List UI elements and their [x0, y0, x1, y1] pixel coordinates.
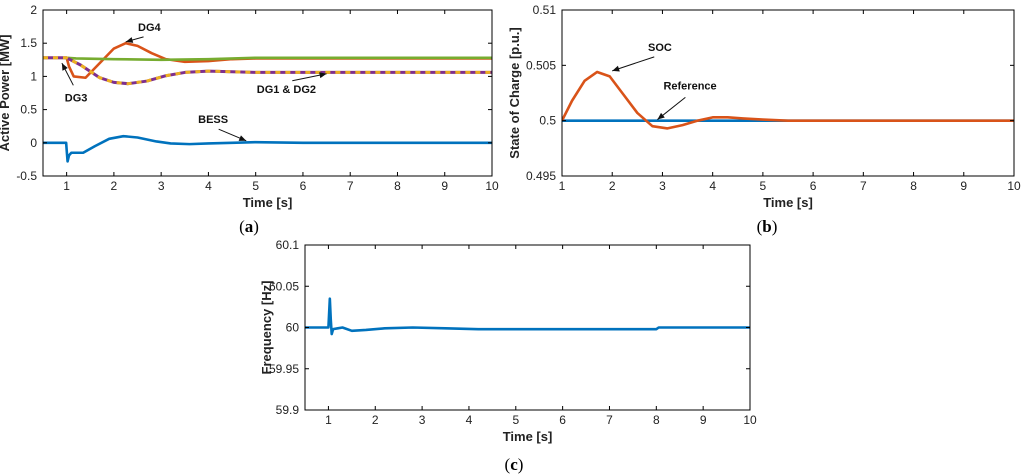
x-tick-label: 3	[659, 179, 666, 193]
x-tick-label: 10	[743, 413, 757, 427]
x-axis-label: Time [s]	[503, 429, 553, 444]
panel-label-c: (c)	[505, 455, 524, 474]
x-tick-label: 9	[441, 179, 448, 193]
annotation-arrow-line	[612, 56, 655, 72]
y-tick-label: 1	[30, 69, 37, 83]
x-tick-label: 6	[300, 179, 307, 193]
y-axis-label: Frequency [Hz]	[259, 281, 274, 375]
x-tick-label: 4	[709, 179, 716, 193]
y-tick-label: 59.95	[269, 362, 299, 376]
plot-area	[43, 10, 492, 176]
annotation-arrow-head	[657, 112, 665, 120]
panel-label-b: (b)	[757, 217, 778, 236]
x-tick-label: 7	[860, 179, 867, 193]
y-tick-label: 60.05	[269, 279, 299, 293]
x-tick-label: 8	[910, 179, 917, 193]
annotation-dg4: DG4	[138, 22, 162, 34]
y-tick-label: 0.5	[20, 103, 37, 117]
y-axis-label: State of Charge [p.u.]	[507, 27, 522, 158]
axes-frame	[561, 9, 1015, 177]
annotation-arrow-head	[612, 65, 620, 72]
y-axis-label: Active Power [MW]	[0, 34, 12, 151]
x-tick-label: 9	[700, 413, 707, 427]
annotation-soc: SOC	[648, 42, 672, 54]
annotation-reference: Reference	[663, 81, 716, 93]
y-tick-label: 60	[286, 321, 300, 335]
series-group	[43, 41, 492, 163]
x-tick-label: 8	[394, 179, 401, 193]
x-tick-label: 5	[512, 413, 519, 427]
x-tick-label: 5	[760, 179, 767, 193]
series-group	[305, 297, 750, 336]
y-tick-label: 0.51	[533, 3, 557, 17]
annotation-arrow-head	[61, 63, 68, 71]
x-tick-label: 1	[63, 179, 70, 193]
y-tick-label: 0.5	[539, 114, 556, 128]
frequency-chart: 1 2 3 4 5 6 7 8 9 10 59.9 59.95 60 60.05 60.1 Time [s] F…	[259, 238, 757, 444]
x-tick-label: 4	[466, 413, 473, 427]
active-power-chart: 1 2 3 4 5 6 7 8 9 10 -0.5 0 0.5 1 1.5 2 Time [s] Active P…	[0, 3, 499, 210]
x-tick-label: 4	[205, 179, 212, 193]
x-tick-label: 3	[419, 413, 426, 427]
y-tick-label: 59.9	[276, 403, 300, 417]
x-tick-label: 10	[1007, 179, 1021, 193]
annotation-dg3: DG3	[65, 93, 88, 105]
annotation-bess: BESS	[198, 114, 228, 126]
x-tick-label: 6	[810, 179, 817, 193]
y-tick-label: 1.5	[20, 36, 37, 50]
y-tick-label: 0.505	[526, 58, 556, 72]
series-line-frequency	[305, 297, 750, 336]
annotation-arrow-head	[125, 37, 134, 43]
x-tick-label: 10	[485, 179, 499, 193]
annotation-dg1-dg2: DG1 & DG2	[257, 84, 316, 96]
state-of-charge-chart: 1 2 3 4 5 6 7 8 9 10 0.495 0.5 0.505 0.51 Time [s] Stat…	[507, 3, 1021, 210]
x-tick-label: 2	[111, 179, 118, 193]
series-group	[562, 70, 1014, 130]
x-axis-label: Time [s]	[243, 195, 293, 210]
series-line-dg1-dg2-dash	[43, 56, 492, 86]
annotation-arrow-head	[319, 72, 327, 79]
series-line-bess	[43, 134, 492, 163]
y-tick-label: -0.5	[16, 169, 37, 183]
y-tick-label: 60.1	[276, 238, 300, 252]
y-tick-label: 2	[30, 3, 37, 17]
panel-label-a: (a)	[239, 217, 259, 236]
x-tick-label: 7	[606, 413, 613, 427]
x-tick-label: 3	[158, 179, 165, 193]
axes-frame	[42, 9, 493, 177]
plot-area	[562, 10, 1014, 176]
x-tick-label: 9	[960, 179, 967, 193]
x-tick-label: 1	[325, 413, 332, 427]
x-tick-label: 1	[559, 179, 566, 193]
x-tick-label: 5	[252, 179, 259, 193]
x-tick-label: 6	[559, 413, 566, 427]
y-tick-label: 0.495	[526, 169, 556, 183]
series-line-soc	[562, 70, 1014, 130]
x-tick-label: 2	[609, 179, 616, 193]
y-tick-label: 0	[30, 136, 37, 150]
x-tick-label: 8	[653, 413, 660, 427]
x-axis-label: Time [s]	[763, 195, 813, 210]
annotation-arrow-head	[238, 135, 247, 141]
x-tick-label: 7	[347, 179, 354, 193]
x-tick-label: 2	[372, 413, 379, 427]
